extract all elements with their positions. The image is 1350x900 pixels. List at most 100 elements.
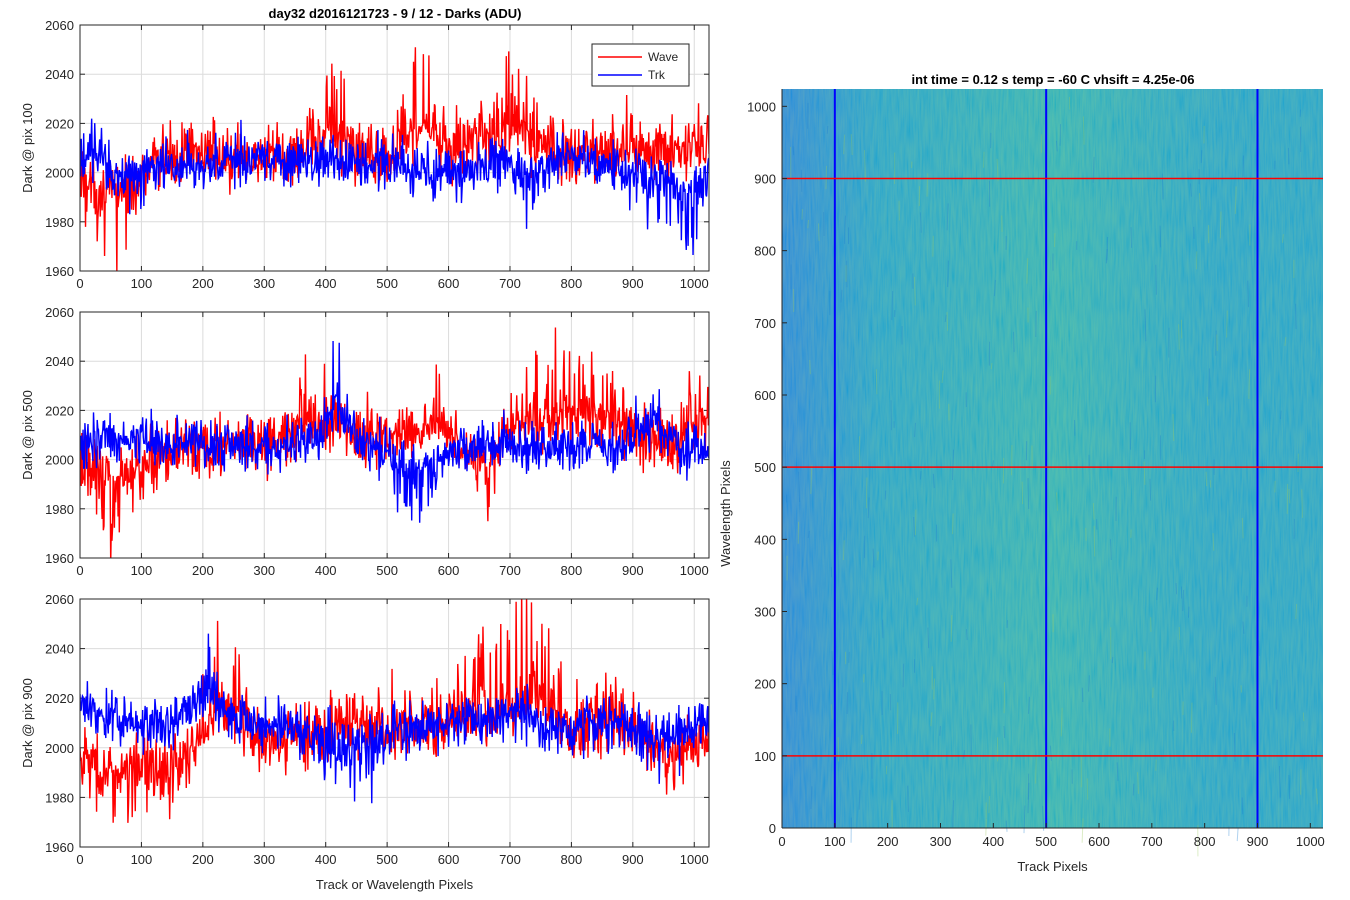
y-axis-label: Dark @ pix 100 — [20, 103, 35, 193]
heatmap-streak — [983, 151, 985, 168]
heatmap-streak — [1003, 725, 1006, 739]
y-tick-label: 2000 — [45, 453, 74, 468]
x-tick-label: 500 — [376, 563, 398, 578]
y-tick-label: 700 — [754, 316, 776, 331]
heatmap-streak — [830, 704, 833, 720]
heatmap-streak — [1055, 140, 1058, 152]
heatmap-streak — [1247, 280, 1249, 308]
heatmap-streak — [1199, 193, 1201, 210]
y-tick-label: 2040 — [45, 67, 74, 82]
heatmap-streak — [1023, 805, 1026, 834]
y-tick-label: 2020 — [45, 116, 74, 131]
heatmap-streak — [792, 146, 795, 156]
heatmap-streak — [1295, 603, 1298, 620]
heatmap-streak — [860, 734, 863, 745]
x-tick-label: 500 — [1035, 834, 1057, 849]
x-axis-label: Track or Wavelength Pixels — [316, 877, 474, 892]
y-tick-label: 100 — [754, 749, 776, 764]
heatmap-streak — [1056, 492, 1058, 511]
x-tick-label: 900 — [622, 852, 644, 867]
heatmap-streak — [1215, 330, 1217, 356]
heatmap-streak — [1027, 696, 1030, 714]
y-tick-label: 2020 — [45, 403, 74, 418]
heatmap-streak — [1276, 679, 1278, 710]
y-tick-label: 1980 — [45, 502, 74, 517]
y-tick-label: 2060 — [45, 305, 74, 320]
heatmap-streak — [985, 818, 987, 836]
y-tick-label: 1960 — [45, 264, 74, 279]
heatmap-streak — [1137, 772, 1139, 794]
x-tick-label: 800 — [1194, 834, 1216, 849]
y-tick-label: 2060 — [45, 592, 74, 607]
heatmap-streak — [1013, 331, 1015, 353]
heatmap-streak — [1049, 745, 1052, 761]
heatmap-streak — [842, 540, 845, 561]
axes-frame — [79, 598, 710, 848]
x-tick-label: 600 — [438, 563, 460, 578]
heatmap-streak — [1316, 788, 1318, 805]
heatmap-streak — [844, 215, 846, 244]
heatmap-streak — [932, 235, 934, 257]
heatmap-streak — [1182, 589, 1185, 612]
heatmap-streak — [919, 471, 922, 480]
x-axis-label: Track Pixels — [1017, 859, 1088, 874]
x-tick-label: 1000 — [680, 852, 709, 867]
heatmap-streak — [946, 203, 949, 231]
x-tick-label: 900 — [622, 563, 644, 578]
y-tick-label: 800 — [754, 244, 776, 259]
heatmap-streak — [944, 314, 947, 323]
x-tick-label: 100 — [131, 276, 153, 291]
heatmap-streak — [843, 134, 846, 155]
heatmap-streak — [1233, 732, 1236, 762]
heatmap-streak — [1212, 533, 1215, 551]
x-tick-label: 800 — [561, 563, 583, 578]
x-tick-label: 0 — [76, 852, 83, 867]
heatmap-streak — [807, 530, 810, 539]
x-tick-label: 0 — [778, 834, 785, 849]
x-tick-label: 500 — [376, 276, 398, 291]
heatmap-streak — [993, 279, 996, 297]
x-tick-label: 100 — [824, 834, 846, 849]
x-tick-label: 200 — [192, 563, 214, 578]
heatmap-streak — [850, 134, 853, 156]
heatmap-streak — [1143, 461, 1146, 485]
heatmap-streak — [1208, 368, 1210, 400]
heatmap-streak — [826, 125, 829, 134]
line-plot-pix-100: 0 100 200 300 400 500 600 700 800 900 1000 1960 1980… — [20, 18, 710, 291]
x-tick-label: 800 — [561, 276, 583, 291]
heatmap-streak — [1236, 827, 1239, 842]
y-tick-label: 600 — [754, 388, 776, 403]
y-tick-label: 2040 — [45, 642, 74, 657]
heatmap-streak — [1106, 236, 1109, 261]
y-tick-label: 1980 — [45, 790, 74, 805]
heatmap-streak — [1092, 502, 1095, 520]
heatmap-texture — [782, 89, 1323, 828]
series-line-trk — [80, 633, 709, 804]
heatmap-streak — [930, 712, 933, 727]
heatmap-streak — [913, 517, 915, 537]
y-tick-label: 500 — [754, 460, 776, 475]
heatmap-streak — [1219, 211, 1222, 239]
x-tick-label: 200 — [192, 852, 214, 867]
heatmap-streak — [1242, 155, 1245, 177]
heatmap-streak — [1234, 186, 1237, 214]
heatmap-streak — [809, 359, 811, 375]
heatmap-streak — [858, 789, 861, 810]
heatmap-streak — [1282, 234, 1284, 243]
y-tick-label: 2040 — [45, 354, 74, 369]
heatmap-streak — [914, 422, 916, 438]
heatmap-streak — [1226, 310, 1228, 338]
heatmap-streak — [875, 369, 878, 395]
heatmap-streak — [1027, 782, 1030, 814]
y-tick-label: 400 — [754, 532, 776, 547]
heatmap-streak — [926, 173, 929, 197]
heatmap-streak — [1172, 414, 1175, 441]
axes-frame — [79, 24, 710, 272]
heatmap-streak — [996, 158, 999, 182]
x-tick-label: 900 — [622, 276, 644, 291]
series-line-trk — [80, 118, 709, 256]
heatmap-streak — [946, 312, 949, 331]
heatmap-streak — [1026, 258, 1029, 284]
x-tick-label: 500 — [376, 852, 398, 867]
